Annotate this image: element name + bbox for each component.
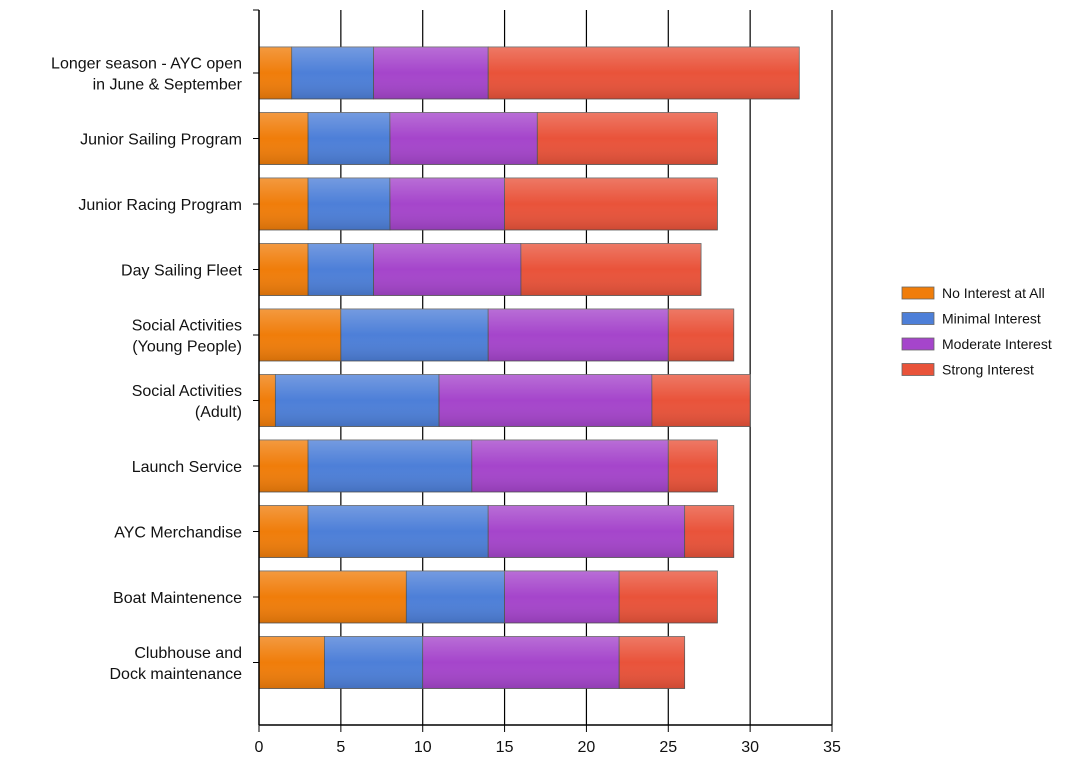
legend: No Interest at All Minimal Interest Modera… [901, 285, 1052, 378]
category-label: Social Activities (Adult) [132, 383, 242, 421]
x-tick-label: 20 [578, 739, 596, 756]
bar-segment [504, 570, 620, 624]
bars [258, 46, 800, 689]
category-label: Junior Sailing Program [80, 132, 242, 149]
category-label: Day Sailing Fleet [121, 263, 243, 280]
bar-segment [373, 243, 522, 296]
x-tick-label: 25 [659, 739, 677, 756]
bar-segment [258, 636, 325, 689]
x-tick-label: 35 [823, 739, 841, 756]
bar-segment [340, 308, 489, 362]
bar-segment [324, 636, 424, 689]
bar-segment [307, 177, 391, 231]
category-label: AYC Merchandise [114, 525, 242, 542]
x-tick-label: 30 [741, 739, 759, 756]
legend-swatch [901, 337, 935, 351]
legend-label: Moderate Interest [942, 336, 1052, 352]
category-label: Longer season - AYC open in June & Septem… [51, 56, 243, 94]
legend-label: Strong Interest [942, 362, 1034, 378]
bar-segment [258, 112, 309, 165]
legend-label: Minimal Interest [942, 311, 1041, 327]
axes [253, 9, 833, 732]
bar-segment [307, 243, 375, 296]
bar-segment [258, 177, 309, 231]
bar-segment [291, 46, 374, 100]
bar-segment [618, 636, 686, 689]
legend-swatch [901, 312, 935, 325]
bar-segment [258, 308, 342, 362]
bar-segment [471, 439, 669, 493]
bar-segment [438, 374, 653, 427]
bar-segment [422, 636, 620, 689]
bar-segment [258, 439, 309, 493]
bar-segment [307, 505, 489, 558]
x-tick-label: 15 [496, 739, 514, 756]
bar-segment [307, 439, 473, 493]
category-label: Junior Racing Program [78, 197, 242, 214]
bar-segment [389, 177, 505, 231]
bar-segment [274, 374, 440, 427]
bar-segment [618, 570, 718, 624]
x-tick-label: 0 [255, 739, 264, 756]
bar-segment [258, 243, 309, 296]
category-label: Social Activities (Young People) [132, 318, 242, 356]
bar-segment [520, 243, 702, 296]
bar-segment [258, 374, 276, 427]
bar-segment [651, 374, 751, 427]
bar-segment [667, 308, 735, 362]
bar-segment [307, 112, 391, 165]
bar-segment [487, 46, 800, 100]
bar-segment [667, 439, 718, 493]
bar-segment [258, 505, 309, 558]
bar-segment [487, 308, 669, 362]
x-tick-label: 10 [414, 739, 432, 756]
x-tick-label: 5 [336, 739, 345, 756]
bar-segment [487, 505, 686, 558]
bar-segment [258, 570, 407, 624]
bar-segment [684, 505, 735, 558]
category-label: Launch Service [132, 459, 242, 476]
bar-segment [536, 112, 718, 165]
bar-segment [258, 46, 293, 100]
category-labels: Longer season - AYC open in June & Septem… [51, 56, 243, 684]
bar-segment [389, 112, 538, 165]
bar-segment [373, 46, 489, 100]
category-label: Clubhouse and Dock maintenance [109, 645, 242, 683]
bar-segment [405, 570, 505, 624]
bar-segment [504, 177, 718, 231]
legend-swatch [901, 286, 935, 300]
legend-swatch [901, 363, 935, 376]
legend-label: No Interest at All [942, 285, 1045, 301]
x-tick-labels: 0 5 10 15 20 25 30 35 [255, 739, 841, 756]
category-label: Boat Maintenence [113, 590, 242, 607]
